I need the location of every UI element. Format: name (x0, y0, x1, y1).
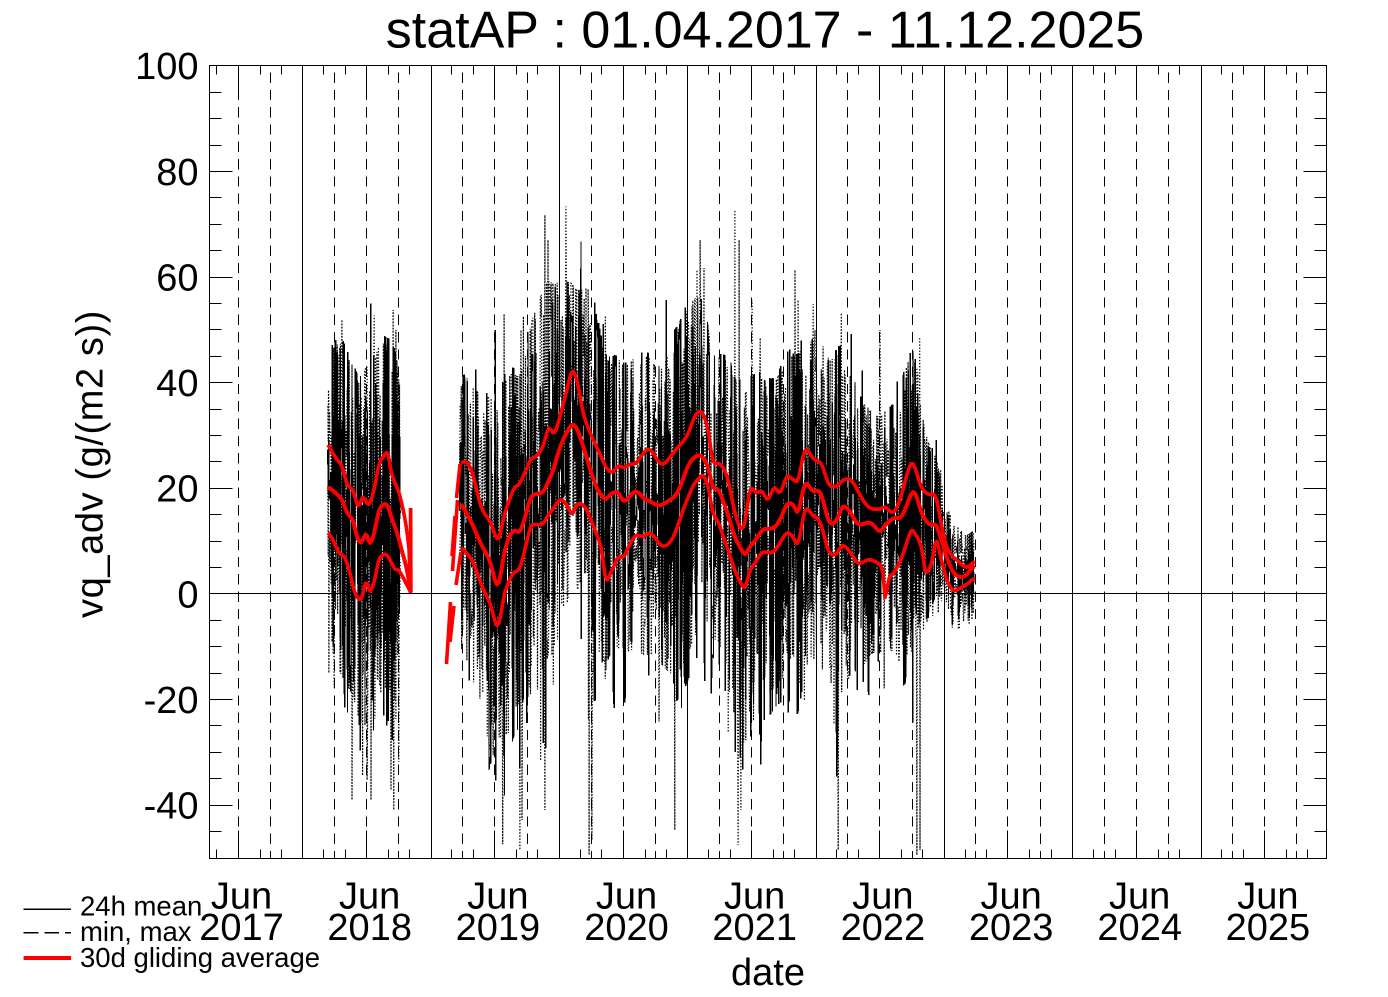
svg-text:Jun: Jun (339, 876, 400, 918)
svg-text:-40: -40 (144, 786, 199, 828)
svg-text:Jun: Jun (211, 876, 272, 918)
svg-text:Jun: Jun (596, 876, 657, 918)
svg-text:2024: 2024 (1097, 907, 1182, 949)
svg-text:date: date (731, 952, 805, 992)
svg-text:0: 0 (177, 574, 198, 616)
svg-text:24h mean: 24h mean (80, 890, 202, 921)
svg-text:2023: 2023 (969, 907, 1054, 949)
svg-text:statAP : 01.04.2017 - 11.12.20: statAP : 01.04.2017 - 11.12.2025 (386, 1, 1144, 59)
svg-text:2017: 2017 (199, 907, 284, 949)
svg-text:80: 80 (156, 152, 198, 194)
svg-text:Jun: Jun (1237, 876, 1298, 918)
svg-text:min, max: min, max (80, 916, 192, 947)
svg-text:2018: 2018 (327, 907, 412, 949)
svg-text:2020: 2020 (584, 907, 669, 949)
svg-text:60: 60 (156, 257, 198, 299)
svg-text:2022: 2022 (841, 907, 926, 949)
svg-text:-20: -20 (144, 680, 199, 722)
svg-text:Jun: Jun (852, 876, 913, 918)
svg-text:40: 40 (156, 363, 198, 405)
svg-text:30d gliding average: 30d gliding average (80, 942, 320, 973)
svg-text:Jun: Jun (724, 876, 785, 918)
svg-text:100: 100 (135, 46, 198, 88)
svg-text:2025: 2025 (1226, 907, 1311, 949)
svg-text:Jun: Jun (467, 876, 528, 918)
svg-text:Jun: Jun (980, 876, 1041, 918)
svg-text:20: 20 (156, 469, 198, 511)
svg-text:Jun: Jun (1109, 876, 1170, 918)
svg-text:2021: 2021 (712, 907, 797, 949)
svg-text:2019: 2019 (456, 907, 541, 949)
svg-text:vq_adv (g/(m2 s)): vq_adv (g/(m2 s)) (70, 310, 112, 618)
